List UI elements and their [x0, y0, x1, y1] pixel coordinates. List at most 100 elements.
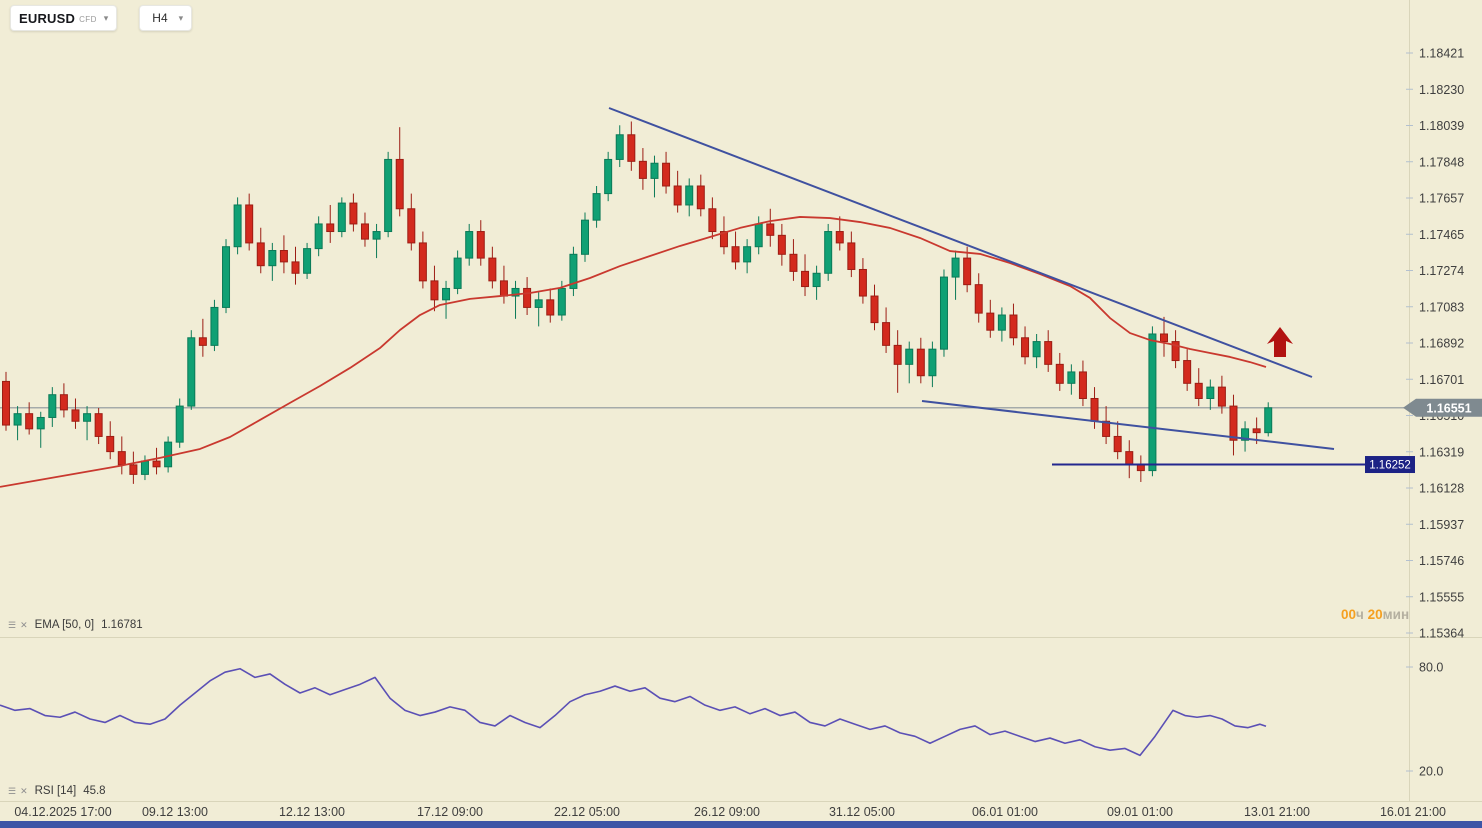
price-axis-label: 1.17848 [1419, 155, 1464, 169]
price-axis-label: 1.18230 [1419, 83, 1464, 97]
support-level-badge-label: 1.16252 [1369, 460, 1411, 472]
countdown-hours: 00 [1341, 607, 1357, 622]
time-axis-label: 04.12.2025 17:00 [14, 805, 111, 819]
time-axis[interactable]: 04.12.2025 17:00 09.12 13:00 12.12 13:00 17… [14, 805, 1446, 819]
price-axis-label: 1.18421 [1419, 47, 1464, 61]
candle-body [916, 348, 925, 377]
time-axis-label: 22.12 05:00 [554, 805, 620, 819]
candle-body [1206, 386, 1215, 399]
candle-body [743, 246, 752, 263]
candle-body [847, 242, 856, 270]
candle-body [465, 231, 474, 259]
candle-body [523, 287, 532, 308]
trendline-drawing[interactable] [608, 107, 1313, 378]
candle-body [1194, 382, 1203, 399]
candle-body [384, 158, 393, 233]
candle-body [1148, 333, 1157, 472]
ema-indicator-legend: ☰ ✕ EMA [50, 0] 1.16781 [8, 619, 143, 631]
candle-body [708, 208, 717, 233]
candle-body [801, 270, 810, 288]
candle-body [372, 231, 381, 240]
candle-body [754, 223, 763, 248]
candle-body [696, 185, 705, 210]
candle-body [1055, 363, 1064, 384]
candle-body [858, 268, 867, 297]
price-axis-label: 1.15364 [1419, 627, 1464, 641]
interval-label: H4 [152, 11, 168, 25]
candle-body [187, 337, 196, 407]
price-axis-label: 1.16128 [1419, 482, 1464, 496]
time-axis-label: 12.12 13:00 [279, 805, 345, 819]
candle-body [905, 348, 914, 365]
candle-body [870, 295, 879, 324]
candle-body [222, 246, 231, 308]
symbol-selector[interactable]: EURUSD CFD ▾ [10, 5, 118, 31]
symbol-market-type: CFD [79, 14, 97, 24]
rsi-line[interactable] [0, 667, 1267, 757]
candle-body [1264, 407, 1273, 434]
candle-body [488, 257, 497, 282]
candle-body [48, 394, 57, 418]
candle-body [592, 193, 601, 221]
interval-selector[interactable]: H4 ▾ [139, 5, 193, 31]
arrow-up-marker[interactable] [1267, 327, 1293, 357]
candle-body [499, 280, 508, 297]
trendline-drawing[interactable] [921, 400, 1335, 450]
candle-body [1078, 371, 1087, 399]
candle-body [453, 257, 462, 289]
candle-body [1009, 314, 1018, 339]
candle-body [59, 394, 68, 411]
price-axis-label: 1.17274 [1419, 264, 1464, 278]
ema-line[interactable] [0, 216, 1267, 488]
price-axis-label: 1.18039 [1419, 119, 1464, 133]
candle-body [326, 223, 335, 233]
candle-body [407, 208, 416, 244]
candle-body [140, 460, 149, 475]
chart-toolbar: EURUSD CFD ▾ H4 ▾ [10, 5, 193, 31]
candle-body [349, 202, 358, 225]
time-axis-label: 06.01 01:00 [972, 805, 1038, 819]
candle-body [36, 416, 45, 430]
candle-body [1229, 405, 1238, 441]
candle-body [442, 287, 451, 301]
candle-body [71, 409, 80, 422]
bottom-panel-edge [0, 821, 1482, 828]
candle-body [777, 234, 786, 255]
candle-body [1136, 464, 1145, 472]
close-icon[interactable]: ✕ [20, 619, 28, 630]
candle-body [430, 280, 439, 301]
candle-body [337, 202, 346, 233]
candle-body [175, 405, 184, 443]
time-axis-label: 09.01 01:00 [1107, 805, 1173, 819]
candle-body [94, 413, 103, 437]
candle-body [1113, 435, 1122, 453]
candle-body [581, 219, 589, 255]
candle-body [997, 314, 1006, 331]
candle-body [1160, 333, 1168, 343]
candle-body [1021, 337, 1030, 358]
chevron-down-icon: ▾ [178, 12, 184, 23]
candle-body [210, 306, 219, 346]
rsi-indicator-legend: ☰ ✕ RSI [14] 45.8 [8, 785, 106, 797]
price-axis-label: 1.17465 [1419, 228, 1464, 242]
candle-body [615, 134, 624, 160]
time-axis-label: 09.12 13:00 [142, 805, 208, 819]
price-axis-label: 1.16892 [1419, 337, 1464, 351]
countdown-minutes: 20 [1367, 607, 1383, 622]
legend-menu-icon[interactable]: ☰ [8, 619, 17, 630]
candle-body [1044, 341, 1053, 365]
legend-menu-icon[interactable]: ☰ [8, 785, 17, 796]
price-axis-label: 1.16319 [1419, 445, 1464, 459]
candle-body [569, 253, 578, 289]
chevron-down-icon: ▾ [103, 12, 109, 23]
close-icon[interactable]: ✕ [20, 785, 28, 796]
candle-body [152, 460, 161, 468]
candle-body [279, 250, 288, 263]
candle-body [974, 284, 983, 314]
candle-body [1241, 428, 1250, 441]
ema-value: 1.16781 [101, 619, 143, 631]
candle-body [766, 223, 775, 236]
